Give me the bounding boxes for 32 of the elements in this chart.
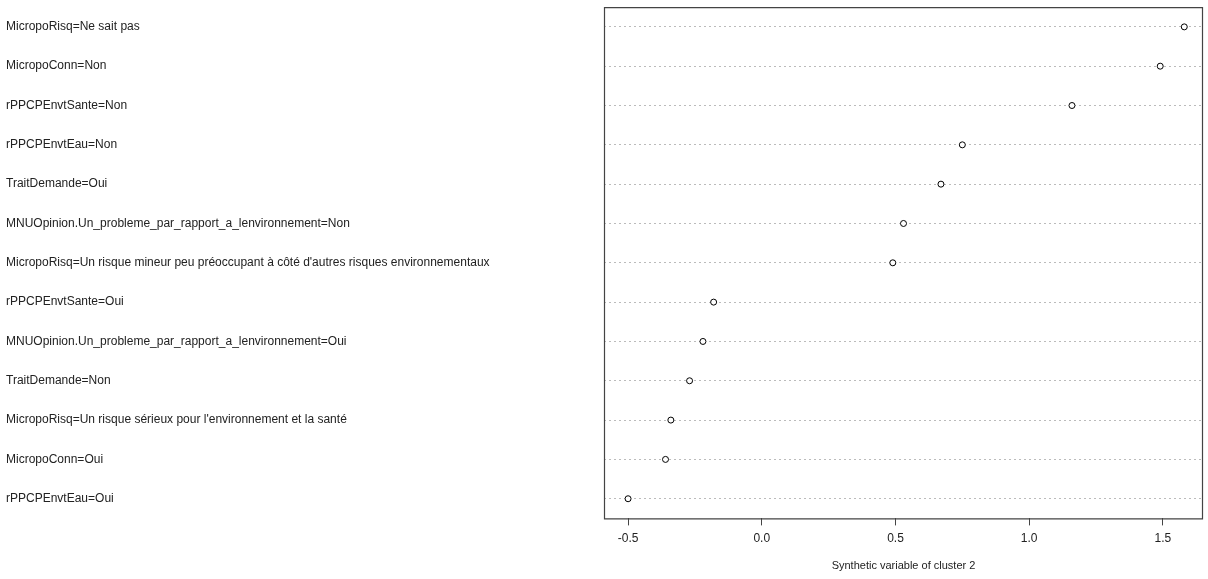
point (1068, 102, 1076, 110)
y-tick-label: rPPCPEnvtSante=Non (6, 97, 128, 112)
point (624, 495, 632, 503)
point (667, 416, 675, 424)
y-tick-label: MicropoConn=Oui (6, 451, 104, 466)
y-tick-label: rPPCPEnvtEau=Oui (6, 491, 114, 506)
x-tick-label: 0.5 (887, 530, 905, 545)
x-tick-label: 1.0 (1020, 530, 1038, 545)
x-tick-label: 1.5 (1154, 530, 1172, 545)
y-tick-label: MicropoRisq=Un risque mineur peu préoccupant à côté d'autres risques environnementaux (6, 255, 490, 270)
point (1180, 23, 1188, 31)
point (686, 377, 694, 385)
y-tick-label: MicropoRisq=Ne sait pas (6, 19, 140, 34)
point (662, 455, 669, 463)
x-axis-title: Synthetic variable of cluster 2 (831, 559, 976, 572)
x-tick-label: 0.0 (753, 530, 771, 545)
point (889, 259, 897, 267)
point (699, 337, 707, 345)
point (937, 180, 945, 188)
y-tick-label: TraitDemande=Non (6, 373, 111, 388)
y-tick-label: rPPCPEnvtEau=Non (6, 137, 118, 152)
y-tick-label: MicropoConn=Non (6, 58, 107, 73)
y-tick-label: MNUOpinion.Un_probleme_par_rapport_a_lenvironnement=Non (6, 215, 350, 230)
y-tick-label: rPPCPEnvtSante=Oui (6, 294, 124, 309)
point (710, 298, 718, 306)
y-tick-label: TraitDemande=Oui (6, 176, 108, 191)
x-tick-label: -0.5 (617, 530, 639, 545)
point (1156, 62, 1164, 70)
y-tick-label: MicropoRisq=Un risque sérieux pour l'environnement et la santé (6, 412, 348, 427)
point (958, 141, 966, 149)
y-tick-label: MNUOpinion.Un_probleme_par_rapport_a_lenvironnement=Oui (6, 333, 347, 348)
point (900, 219, 907, 227)
